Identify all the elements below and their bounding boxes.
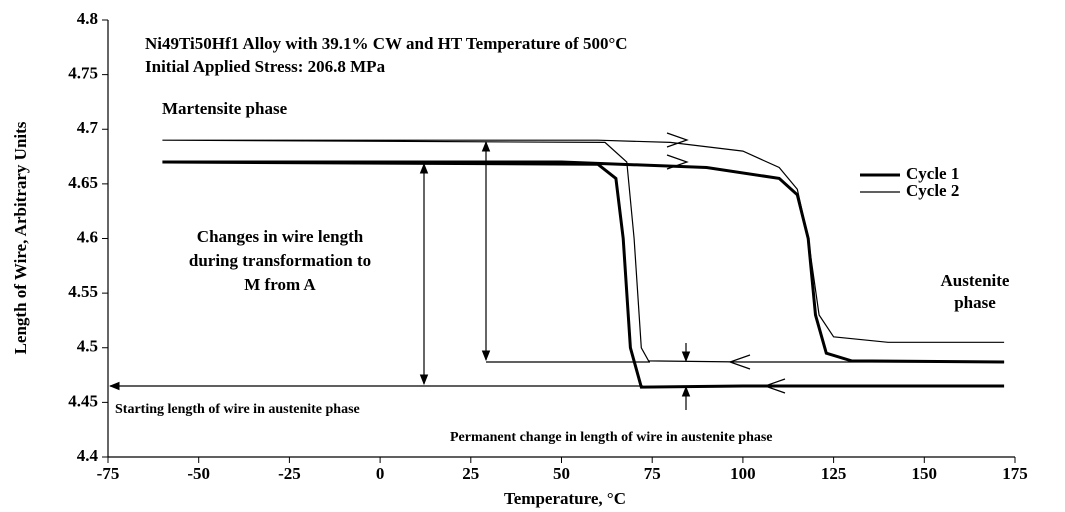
x-tick-label: 75 (644, 464, 661, 483)
y-tick-label: 4.8 (77, 9, 98, 28)
y-tick-label: 4.75 (68, 64, 98, 83)
y-tick-label: 4.65 (68, 173, 98, 192)
x-tick-label: 100 (730, 464, 756, 483)
x-axis-label: Temperature, °C (504, 489, 626, 508)
annotation: Permanent change in length of wire in au… (450, 430, 773, 445)
x-tick-label: -50 (187, 464, 210, 483)
annotation: M from A (244, 275, 316, 294)
x-tick-label: 175 (1002, 464, 1028, 483)
annotation: Changes in wire length (197, 227, 364, 246)
x-tick-label: -25 (278, 464, 301, 483)
chart-title: Ni49Ti50Hf1 Alloy with 39.1% CW and HT T… (145, 34, 628, 53)
y-tick-label: 4.5 (77, 337, 98, 356)
x-tick-label: 150 (912, 464, 938, 483)
y-tick-label: 4.6 (77, 227, 98, 246)
annotation: Martensite phase (162, 99, 288, 118)
legend-label: Cycle 1 (906, 164, 959, 183)
y-tick-label: 4.45 (68, 391, 98, 410)
x-tick-label: -75 (97, 464, 120, 483)
y-tick-label: 4.7 (77, 118, 99, 137)
x-tick-label: 125 (821, 464, 847, 483)
y-tick-label: 4.55 (68, 282, 98, 301)
series-line (162, 139, 1005, 363)
y-tick-label: 4.4 (77, 446, 99, 465)
direction-chevron (666, 132, 689, 148)
y-axis-label: Length of Wire, Arbitrary Units (11, 121, 30, 354)
annotation: phase (954, 293, 996, 312)
annotation: Starting length of wire in austenite pha… (115, 402, 360, 417)
annotation: Austenite (941, 271, 1010, 290)
legend-label: Cycle 2 (906, 181, 959, 200)
x-tick-label: 0 (376, 464, 385, 483)
chart-subtitle: Initial Applied Stress: 206.8 MPa (145, 57, 386, 76)
annotation: during transformation to (189, 251, 371, 270)
x-tick-label: 50 (553, 464, 570, 483)
x-tick-label: 25 (462, 464, 479, 483)
